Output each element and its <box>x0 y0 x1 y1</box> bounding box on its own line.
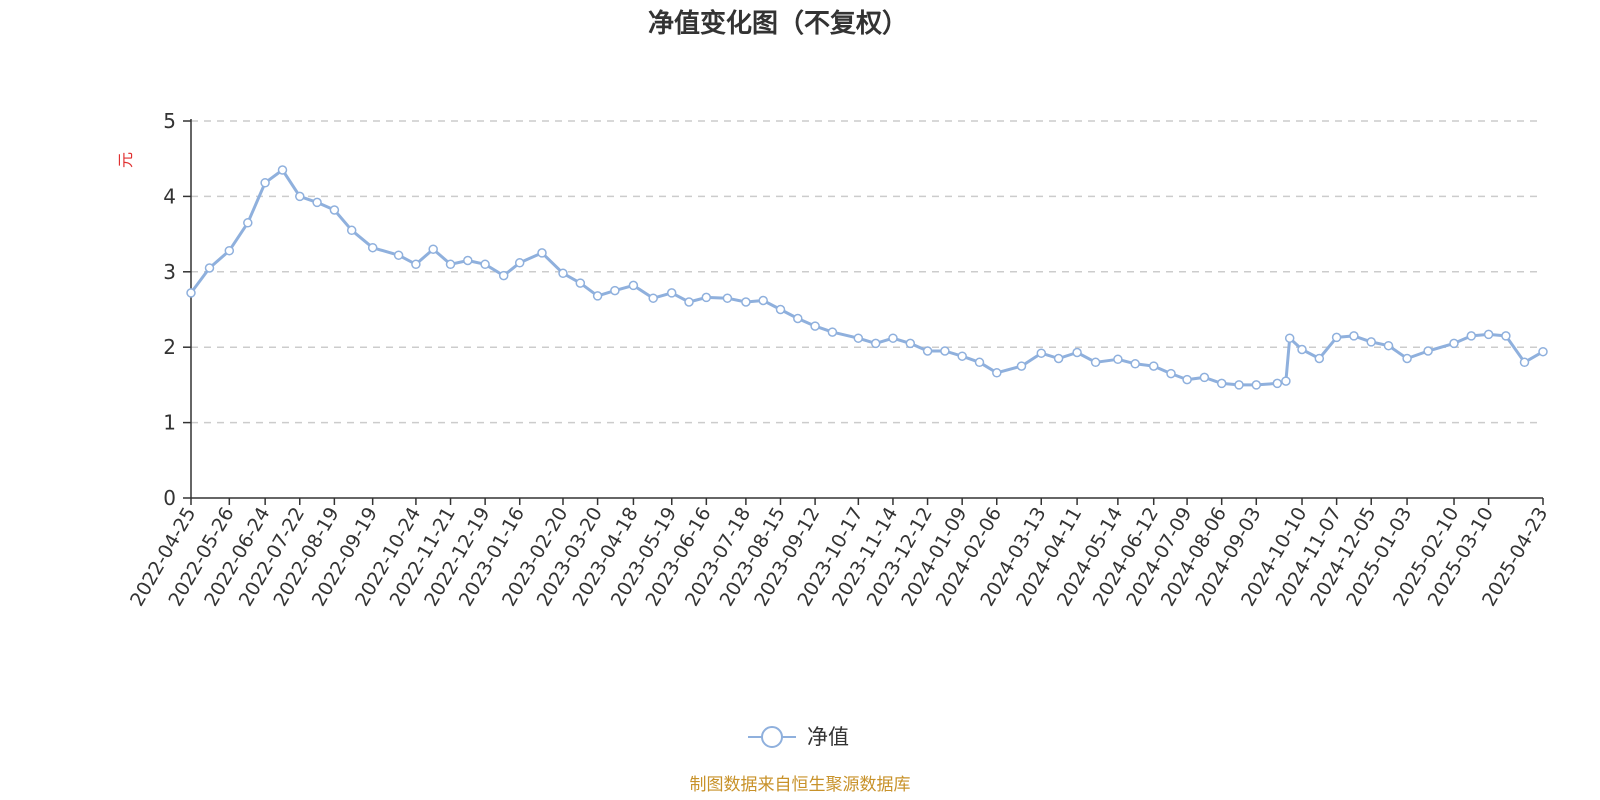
data-point <box>224 245 235 256</box>
data-point <box>1016 361 1027 371</box>
grid-lines <box>191 120 1543 424</box>
data-point <box>628 280 639 291</box>
data-point <box>243 218 253 228</box>
y-tick-label: 2 <box>163 335 176 359</box>
data-point <box>1036 348 1047 358</box>
data-point <box>701 292 712 303</box>
data-point <box>1090 357 1101 368</box>
data-point <box>445 259 456 270</box>
data-point <box>992 368 1002 378</box>
data-point <box>480 259 490 270</box>
legend-marker-icon <box>761 726 783 748</box>
data-point <box>775 304 786 315</box>
data-point <box>277 165 288 175</box>
y-tick-label: 4 <box>163 184 176 208</box>
data-point <box>1234 380 1244 390</box>
data-point <box>1402 353 1412 364</box>
data-point <box>1072 347 1082 358</box>
axes: 0123452022-04-252022-05-262022-06-242022… <box>126 109 1552 610</box>
data-point <box>810 321 820 331</box>
data-point <box>575 278 586 288</box>
legend[interactable]: 净值 <box>748 725 849 749</box>
data-point <box>905 338 916 349</box>
data-point <box>1466 331 1477 341</box>
data-point <box>870 338 881 349</box>
data-point <box>1501 331 1511 341</box>
data-point <box>1130 359 1140 369</box>
data-point <box>1383 340 1394 351</box>
data-point <box>1272 378 1283 389</box>
data-point <box>260 178 270 188</box>
data-point <box>514 258 525 268</box>
data-point <box>367 242 378 253</box>
data-point <box>666 288 677 298</box>
data-point <box>610 285 620 296</box>
data-point <box>1538 346 1548 357</box>
data-point <box>312 197 322 208</box>
y-tick-label: 3 <box>163 260 176 284</box>
data-point <box>1314 353 1325 364</box>
y-tick-label: 1 <box>163 411 176 435</box>
data-source-note: 制图数据来自恒生聚源数据库 <box>690 775 911 795</box>
data-point <box>1423 346 1433 356</box>
data-point <box>1297 344 1307 355</box>
legend-label: 净值 <box>807 725 849 749</box>
y-axis-unit-label: 元 <box>116 152 135 168</box>
data-point <box>411 259 421 270</box>
data-point <box>295 191 305 202</box>
data-point <box>974 357 985 368</box>
data-point <box>1199 372 1210 383</box>
series-line-nav <box>189 168 1544 387</box>
data-point <box>592 291 603 301</box>
data-point <box>204 263 215 273</box>
data-point <box>1182 374 1192 385</box>
data-point <box>1053 353 1064 364</box>
data-point <box>648 293 658 303</box>
data-point <box>186 288 196 298</box>
data-point <box>1148 361 1159 371</box>
data-point <box>1284 333 1295 343</box>
data-point <box>1166 368 1176 379</box>
data-point <box>957 351 967 361</box>
data-point <box>393 250 404 260</box>
data-point <box>888 333 898 343</box>
data-point <box>428 244 438 254</box>
data-point <box>346 225 357 236</box>
data-point <box>1251 380 1262 390</box>
data-point <box>329 205 340 215</box>
data-point <box>853 333 864 343</box>
chart-title: 净值变化图（不复权） <box>648 8 908 39</box>
y-tick-label: 5 <box>163 109 176 133</box>
data-point <box>1113 354 1123 365</box>
data-point <box>498 270 509 281</box>
data-point <box>1449 338 1459 349</box>
data-point <box>827 327 838 337</box>
series-layer <box>186 165 1548 390</box>
data-point <box>1483 329 1494 340</box>
data-point <box>1366 337 1376 347</box>
data-point <box>940 346 950 356</box>
data-point <box>922 346 933 356</box>
y-tick-label: 0 <box>163 486 176 510</box>
data-point <box>558 268 568 279</box>
data-point <box>793 313 803 324</box>
data-point <box>758 295 768 306</box>
data-point <box>1519 357 1530 368</box>
data-point <box>1216 378 1227 389</box>
data-point <box>1281 376 1291 386</box>
data-point <box>741 297 751 307</box>
data-point <box>1349 331 1359 341</box>
data-point <box>684 297 694 307</box>
data-point <box>722 293 733 303</box>
data-point <box>537 248 547 258</box>
data-point <box>463 255 473 266</box>
data-point <box>1331 332 1342 343</box>
